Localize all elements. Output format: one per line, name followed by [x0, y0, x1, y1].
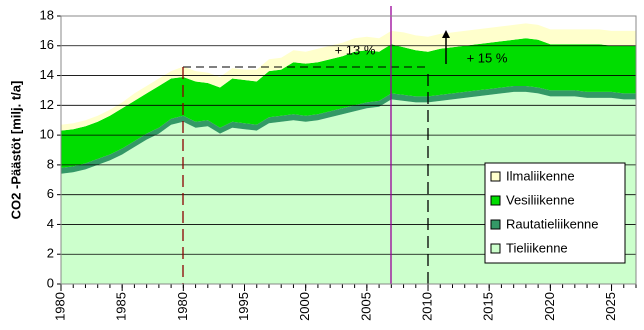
legend-label: Vesiliikenne — [506, 192, 575, 207]
x-tick-label: 1985 — [114, 292, 129, 321]
y-tick-label: 4 — [47, 216, 54, 231]
reference-lines — [182, 6, 450, 284]
arrow-head — [442, 30, 450, 38]
legend-box — [484, 162, 626, 264]
area — [61, 38, 636, 168]
x-tick-label: 2000 — [297, 292, 312, 321]
x-tick-label: 2010 — [419, 292, 434, 321]
legend: Ilmaliikenne Vesiliikenne Rautatieliikenne… — [484, 162, 626, 264]
annotation: + 13 % — [335, 42, 376, 57]
legend-swatch — [490, 219, 501, 230]
area — [61, 23, 636, 131]
x-tick-label: 1980 — [52, 292, 67, 321]
y-tick-label: 6 — [47, 186, 54, 201]
legend-swatch — [490, 171, 501, 182]
y-tick-label: 18 — [40, 7, 54, 22]
x-tick-label: 2020 — [542, 292, 557, 321]
x-tick-label: 2015 — [481, 292, 496, 321]
y-tick-label: 14 — [40, 67, 54, 82]
x-tick-label: 1995 — [236, 292, 251, 321]
y-tick-label: 12 — [40, 97, 54, 112]
y-tick-label: 10 — [40, 127, 54, 142]
legend-label: Ilmaliikenne — [506, 168, 575, 183]
x-tick-label: 2005 — [358, 292, 373, 321]
area — [61, 86, 636, 174]
y-tick-label: 8 — [47, 156, 54, 171]
y-tick-label: 0 — [47, 275, 54, 290]
plot-border — [60, 15, 637, 285]
legend-label: Tieliikenne — [506, 240, 568, 255]
legend-label: Rautatieliikenne — [506, 216, 599, 231]
x-tick-label: 2025 — [603, 292, 618, 321]
y-tick-label: 16 — [40, 37, 54, 52]
legend-swatch — [490, 195, 501, 206]
legend-swatch — [490, 243, 501, 254]
x-tick-label: 1980 — [175, 292, 190, 321]
y-tick-label: 2 — [47, 246, 54, 261]
annotation: + 15 % — [467, 50, 508, 65]
y-axis-label: CO2 -Päästöt [milj. t/a] — [8, 81, 23, 220]
